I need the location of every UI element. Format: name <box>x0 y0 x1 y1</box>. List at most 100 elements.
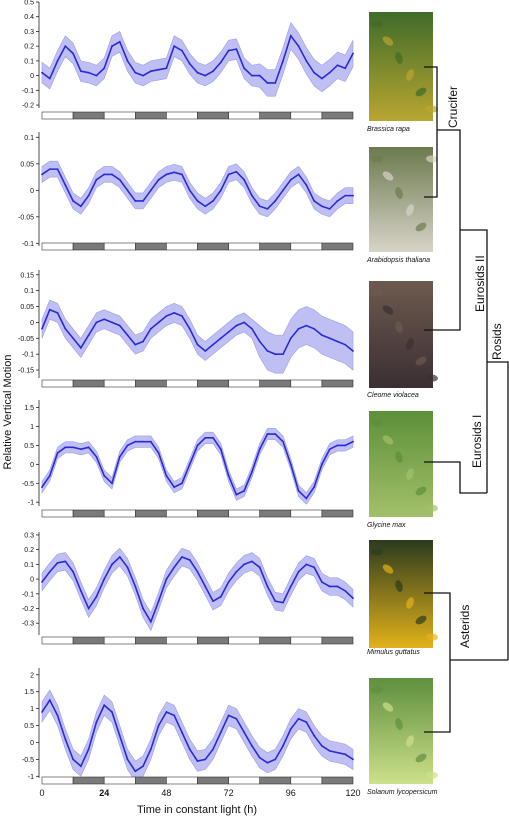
data-point <box>134 770 137 773</box>
dark-period-bar <box>197 776 229 785</box>
data-point <box>48 474 51 477</box>
data-point <box>219 595 222 598</box>
dark-period-bar <box>321 776 354 785</box>
light-period-bar <box>103 379 136 388</box>
data-point <box>235 170 238 173</box>
data-point <box>165 711 168 713</box>
y-tick-label: 0.1 <box>24 288 34 295</box>
data-point <box>111 482 113 485</box>
data-point <box>235 570 238 573</box>
y-tick-label: -0.5 <box>22 757 34 764</box>
data-point <box>56 59 59 62</box>
data-point <box>328 207 331 210</box>
y-tick-label: -0.1 <box>22 241 34 248</box>
data-point <box>274 82 277 84</box>
chart-panel: 0.3 0.2 0.1 0 -0.1 -0.2 -0.3 <box>22 532 354 645</box>
data-point <box>157 600 160 603</box>
light-period-bar <box>103 111 136 120</box>
data-point <box>173 311 176 314</box>
data-point <box>196 570 199 573</box>
data-point <box>87 607 90 610</box>
data-point <box>126 59 129 62</box>
x-tick-label: 96 <box>286 788 296 798</box>
data-point <box>258 205 261 208</box>
data-point <box>142 607 144 610</box>
data-point <box>336 444 339 447</box>
y-tick-label: 0.1 <box>24 562 34 569</box>
data-point <box>313 327 316 330</box>
y-tick-label: 1 <box>30 706 34 713</box>
data-point <box>227 581 230 583</box>
dark-period-bar <box>197 636 229 645</box>
y-tick-label: -0.05 <box>18 336 34 343</box>
dark-period-bar <box>259 776 292 785</box>
data-point <box>41 327 43 330</box>
y-tick-label: 0 <box>30 320 34 327</box>
data-point <box>227 49 230 52</box>
data-point <box>181 49 183 52</box>
species-photo <box>369 12 438 121</box>
data-point <box>64 738 67 740</box>
data-point <box>118 455 121 458</box>
dark-period-bar <box>197 509 229 518</box>
light-period-bar <box>290 776 323 785</box>
data-point <box>282 440 284 443</box>
data-point <box>48 699 51 702</box>
dark-period-bar <box>321 111 354 120</box>
data-point <box>87 446 90 449</box>
light-period-bar <box>228 509 261 518</box>
data-point <box>212 70 214 73</box>
data-point <box>181 556 183 558</box>
chart-panel: 0.15 0.1 0.05 0 -0.05 -0.1 -0.15 <box>18 270 354 388</box>
data-point <box>118 734 121 737</box>
light-period-bar <box>290 242 323 251</box>
data-point <box>313 734 316 737</box>
data-point <box>219 448 222 451</box>
data-point <box>79 589 82 592</box>
error-band <box>41 160 354 218</box>
data-point <box>134 440 137 443</box>
data-point <box>344 589 347 592</box>
data-point <box>181 315 183 317</box>
data-point <box>134 585 137 588</box>
data-point <box>235 48 238 51</box>
light-period-bar <box>290 509 323 518</box>
light-period-bar <box>103 636 136 645</box>
data-point <box>95 595 98 598</box>
data-point <box>274 433 277 435</box>
data-point <box>344 67 347 70</box>
data-point <box>258 340 261 343</box>
y-tick-label: 0.5 <box>24 723 34 730</box>
data-point <box>173 45 176 48</box>
light-period-bar <box>290 379 323 388</box>
light-period-bar <box>103 242 136 251</box>
data-point <box>72 52 74 55</box>
data-point <box>328 71 331 74</box>
dark-period-bar <box>135 379 167 388</box>
y-tick-label: 0 <box>30 73 34 80</box>
data-point <box>126 334 129 337</box>
data-point <box>181 731 183 734</box>
dark-period-bar <box>259 636 292 645</box>
y-tick-label: 0.1 <box>24 58 34 65</box>
dark-period-bar <box>72 379 105 388</box>
species-photo <box>369 147 438 252</box>
data-point <box>118 324 121 327</box>
data-point <box>48 308 51 311</box>
clade-label-eurosids-i: Eurosids I <box>470 415 484 468</box>
data-point <box>235 717 238 720</box>
data-point <box>149 189 152 192</box>
data-point <box>282 353 284 356</box>
data-point <box>118 556 121 558</box>
data-point <box>251 327 253 330</box>
data-point <box>87 748 90 751</box>
data-point <box>274 600 277 603</box>
y-tick-label: 0.1 <box>24 135 34 142</box>
x-tick-label: 48 <box>161 788 171 798</box>
data-point <box>142 440 144 443</box>
light-period-bar <box>166 509 198 518</box>
data-point <box>321 77 323 80</box>
species-label: Mimulus guttatus <box>367 649 420 656</box>
data-point <box>111 173 113 176</box>
y-tick-label: -0.2 <box>22 606 34 613</box>
